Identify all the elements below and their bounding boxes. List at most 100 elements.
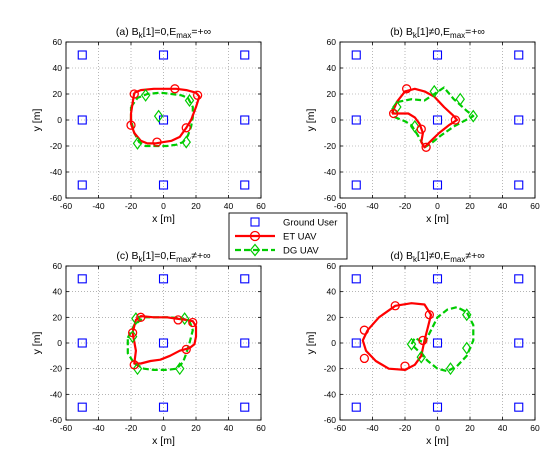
title-part: [1]≠0,E	[417, 26, 450, 38]
ground-user-marker	[514, 50, 524, 60]
et-uav-marker	[188, 317, 198, 328]
x-tick-label: -60	[334, 201, 347, 211]
y-tick-label: -20	[324, 141, 337, 151]
title-part: [1]=0,E	[143, 26, 177, 38]
ground-user-marker	[514, 274, 524, 284]
y-axis-label: y [m]	[31, 332, 43, 355]
x-tick-label: -20	[125, 201, 138, 211]
y-tick-label: 0	[57, 115, 62, 125]
x-tick-label: 0	[161, 201, 166, 211]
ground-user-marker	[432, 180, 443, 190]
ground-user-marker	[158, 274, 169, 284]
x-tick-label: 60	[530, 423, 540, 433]
et-uav-marker	[181, 123, 191, 133]
dg-uav-marker	[468, 109, 478, 123]
ground-user-marker	[158, 50, 169, 60]
ground-user-marker	[432, 115, 443, 125]
legend-label-dg: DG UAV	[283, 246, 319, 257]
y-axis-label: y [m]	[305, 332, 317, 355]
ground-user-marker	[77, 115, 87, 125]
y-tick-label: -60	[50, 193, 63, 203]
dg-uav-path	[129, 91, 194, 148]
ground-user-marker	[158, 402, 169, 412]
dg-uav-marker	[132, 136, 143, 150]
title-part: ≠+∞	[191, 250, 210, 262]
x-tick-label: 20	[191, 423, 201, 433]
et-uav-marker	[416, 124, 426, 134]
ground-user-marker	[240, 274, 250, 284]
et-uav-marker	[400, 361, 410, 371]
dg-uav-marker	[140, 88, 151, 102]
title-part: k	[413, 31, 418, 40]
axes-frame	[65, 265, 262, 421]
et-uav-marker	[388, 108, 399, 119]
x-tick-label: 0	[435, 201, 440, 211]
y-tick-label: 40	[327, 287, 337, 297]
subplot-title: (a) Bk[1]=0,Emax=+∞	[116, 26, 211, 40]
y-tick-label: -60	[324, 193, 337, 203]
y-tick-label: -40	[324, 389, 337, 399]
x-tick-label: -40	[92, 423, 105, 433]
ground-user-marker	[240, 338, 250, 348]
dg-uav-marker	[175, 362, 185, 376]
ground-user-marker	[158, 180, 169, 190]
et-uav-path	[361, 302, 433, 371]
subplot-1: -60 -40 -20 0 20 40 60 -60 -40 -20 0 20 40 60 x [m] y […	[31, 26, 266, 225]
et-uav-marker	[418, 335, 428, 346]
subplot-title: (d) Bk[1]≠0,Emax≠+∞	[390, 250, 484, 264]
dg-uav-marker	[392, 100, 402, 114]
legend-label-ground_user: Ground User	[283, 218, 337, 229]
legend: Ground User ET UAV DG UAV	[228, 212, 348, 260]
y-tick-label: -20	[50, 141, 63, 151]
y-tick-label: 60	[327, 37, 337, 47]
et-uav-marker	[401, 84, 412, 94]
title-part: ≠+∞	[465, 250, 484, 262]
y-axis-label: y [m]	[31, 109, 43, 132]
dg-uav-marker	[127, 330, 138, 344]
dg-uav-marker	[462, 341, 472, 355]
dg-uav-path	[410, 306, 475, 373]
et-uav-marker	[129, 89, 139, 99]
x-tick-label: -20	[125, 423, 138, 433]
ground-user-marker	[351, 115, 361, 125]
x-tick-label: 40	[224, 201, 234, 211]
x-tick-label: 60	[256, 423, 266, 433]
y-tick-label: 60	[327, 261, 337, 271]
y-tick-label: 20	[327, 312, 337, 322]
x-axis-label: x [m]	[426, 435, 449, 447]
y-tick-label: 20	[53, 312, 63, 322]
title-part: max	[176, 255, 191, 264]
title-part: (b) B	[390, 26, 413, 38]
x-tick-label: -20	[399, 423, 412, 433]
title-part: (c) B	[116, 250, 138, 262]
x-tick-label: 0	[435, 423, 440, 433]
y-tick-label: 20	[327, 89, 337, 99]
dg-uav-marker	[416, 350, 426, 364]
title-part: max	[450, 31, 465, 40]
ground-user-marker	[432, 50, 443, 60]
x-tick-label: 20	[191, 201, 201, 211]
y-axis-label: y [m]	[305, 109, 317, 132]
x-tick-label: 20	[465, 423, 475, 433]
ground-user-marker	[351, 50, 361, 60]
y-tick-label: -60	[50, 415, 63, 425]
title-part: [1]≠0,E	[417, 250, 450, 262]
et-uav-marker	[127, 328, 138, 338]
x-tick-label: -60	[60, 201, 73, 211]
et-uav-marker	[450, 115, 461, 125]
axes-frame	[339, 265, 536, 421]
dg-uav-marker	[445, 362, 456, 376]
et-uav-marker	[421, 142, 431, 152]
et-uav-marker	[424, 310, 435, 320]
y-tick-label: 40	[53, 287, 63, 297]
ground-user-marker	[158, 338, 169, 348]
legend-marker-dg	[249, 243, 261, 257]
et-uav-marker	[359, 325, 370, 335]
ground-user-marker	[514, 402, 524, 412]
subplot-title: (b) Bk[1]≠0,Emax=+∞	[390, 26, 485, 40]
ground-user-marker	[514, 338, 524, 348]
y-tick-label: 60	[53, 261, 63, 271]
title-part: (a) B	[116, 26, 139, 38]
title-part: k	[139, 255, 144, 264]
